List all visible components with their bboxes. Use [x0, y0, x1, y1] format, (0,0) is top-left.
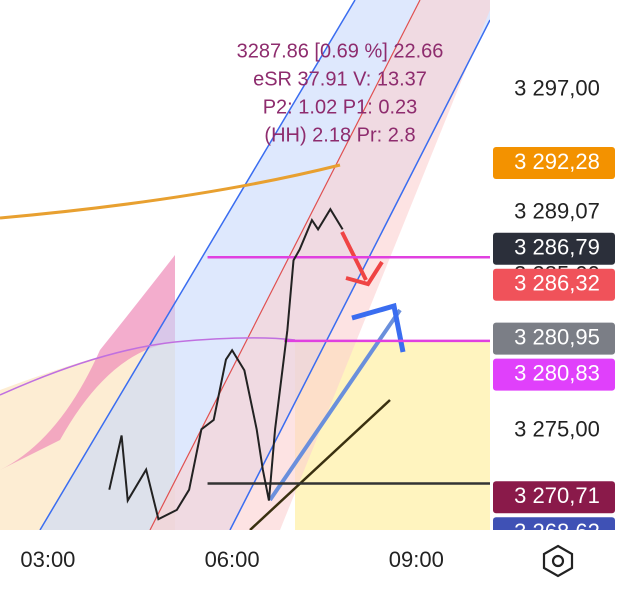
x-tick-label: 09:00	[389, 547, 444, 572]
annotation: P2: 1.02 P1: 0.23	[263, 96, 418, 118]
price-line	[108, 207, 344, 521]
x-tick-label: 06:00	[205, 547, 260, 572]
curve	[0, 163, 341, 220]
x-axis: 03:00 06:00 09:00	[20, 547, 443, 572]
arrow	[345, 260, 384, 287]
annotation: 3287.86 [0.69 %] 22.66	[237, 40, 444, 62]
channel-line	[149, 0, 421, 530]
price-badge-label: 3 286,79	[514, 235, 600, 260]
settings-button[interactable]	[542, 544, 574, 578]
annotation-box: 3287.86 [0.69 %] 22.66 eSR 37.91 V: 13.3…	[237, 40, 444, 146]
trend-line	[249, 399, 391, 530]
channel-line	[39, 0, 356, 530]
price-badge-label: 3 286,32	[514, 271, 600, 296]
annotation: (HH) 2.18 Pr: 2.8	[264, 124, 415, 146]
arrow	[340, 231, 368, 281]
x-tick-label: 03:00	[20, 547, 75, 572]
price-badge-label: 3 289,07	[514, 199, 600, 224]
price-badge	[493, 268, 615, 301]
price-badge-label: 3 280,95	[514, 324, 600, 349]
price-badge-label: 3 292,28	[514, 149, 600, 174]
price-badge	[493, 358, 615, 391]
price-badge-label: 3 270,71	[514, 483, 600, 508]
series-layer	[108, 207, 490, 521]
y-tick-label: 3 297,00	[514, 76, 600, 101]
arrow	[351, 302, 406, 353]
settings-icon[interactable]	[551, 554, 565, 568]
x-axis-bg	[0, 530, 625, 591]
annotation: eSR 37.91 V: 13.37	[253, 68, 427, 90]
price-badge	[493, 232, 615, 265]
settings-icon[interactable]	[542, 544, 574, 578]
plot-area: 3287.86 [0.69 %] 22.66 eSR 37.91 V: 13.3…	[0, 0, 490, 530]
price-badge	[493, 322, 615, 355]
price-badge-label: 3 280,83	[514, 360, 600, 385]
price-badge	[493, 147, 615, 180]
curve	[0, 337, 296, 396]
channel	[150, 0, 490, 530]
y-tick-label: 3 275,00	[514, 417, 600, 442]
price-badges: 3 292,28 3 289,07 3 286,79 3 286,32 3 280,95…	[493, 147, 615, 550]
price-badge	[493, 481, 615, 514]
